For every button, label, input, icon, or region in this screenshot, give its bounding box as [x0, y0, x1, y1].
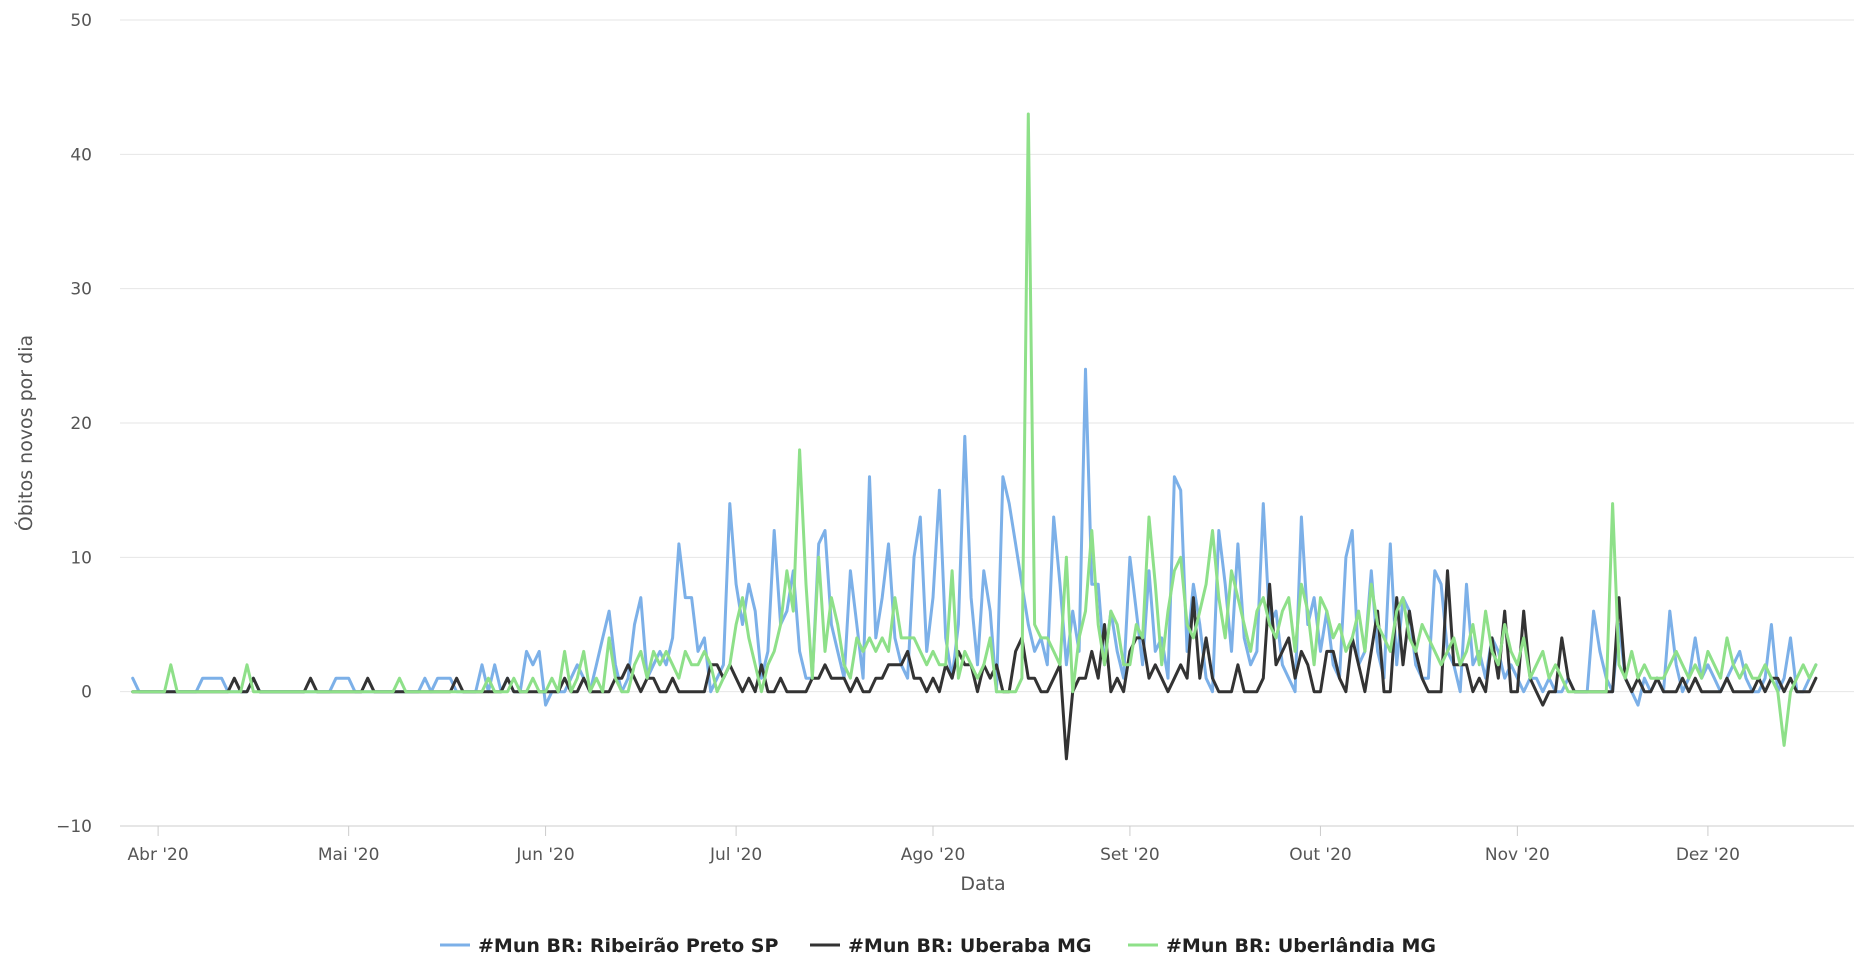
- y-tick-label: 50: [70, 11, 92, 31]
- x-axis-title: Data: [960, 873, 1005, 895]
- legend-label: #Mun BR: Uberaba MG: [848, 935, 1091, 957]
- y-tick-label: 40: [70, 145, 92, 165]
- x-tick-label: Mai '20: [318, 845, 380, 865]
- y-tick-label: 10: [70, 548, 92, 568]
- legend-item-1[interactable]: #Mun BR: Uberaba MG: [810, 935, 1091, 957]
- series-layer: [131, 112, 1818, 761]
- x-tick-label: Ago '20: [901, 845, 966, 865]
- x-tick-label: Jul '20: [709, 845, 762, 865]
- legend-label: #Mun BR: Ribeirão Preto SP: [478, 935, 778, 957]
- legend-item-0[interactable]: #Mun BR: Ribeirão Preto SP: [440, 935, 778, 957]
- x-tick-label: Abr '20: [128, 845, 189, 865]
- series-line-1[interactable]: [131, 569, 1818, 761]
- y-tick-label: 0: [81, 683, 92, 703]
- y-tick-label: −10: [56, 817, 92, 837]
- y-axis: −10 0 10 20 30 40 50: [56, 11, 92, 837]
- x-tick-label: Dez '20: [1676, 845, 1740, 865]
- legend-label: #Mun BR: Uberlândia MG: [1166, 935, 1436, 957]
- legend: #Mun BR: Ribeirão Preto SP #Mun BR: Ubera…: [440, 935, 1436, 957]
- x-tick-label: Out '20: [1289, 845, 1352, 865]
- legend-item-2[interactable]: #Mun BR: Uberlândia MG: [1128, 935, 1436, 957]
- grid-layer: [120, 19, 1854, 827]
- series-line-2[interactable]: [131, 112, 1818, 747]
- y-tick-label: 20: [70, 414, 92, 434]
- x-axis: Abr '20 Mai '20 Jun '20 Jul '20 Ago '20 Set '…: [128, 826, 1740, 865]
- y-axis-title: Óbitos novos por dia: [13, 335, 37, 531]
- x-tick-label: Set '20: [1100, 845, 1160, 865]
- x-tick-label: Jun '20: [515, 845, 574, 865]
- y-tick-label: 30: [70, 280, 92, 300]
- x-tick-label: Nov '20: [1485, 845, 1550, 865]
